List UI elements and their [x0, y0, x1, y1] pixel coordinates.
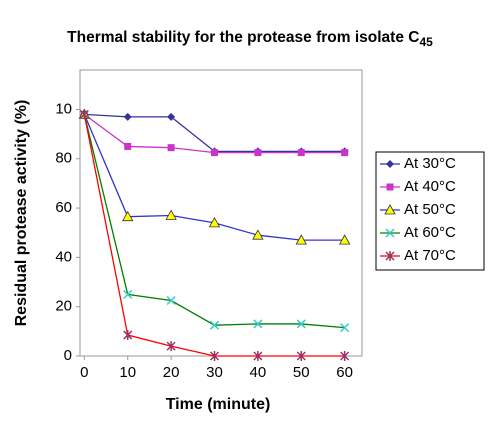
legend-label: At 40°C	[404, 178, 456, 195]
marker	[209, 320, 220, 330]
marker	[209, 351, 220, 361]
legend-label: At 70°C	[404, 247, 456, 264]
marker	[123, 112, 132, 121]
marker	[123, 289, 133, 299]
x-tick-label: 50	[293, 364, 310, 381]
y-tick-label: 40	[55, 248, 72, 265]
legend-box	[375, 151, 485, 271]
series-line	[83, 113, 345, 154]
legend-label: At 30°C	[404, 155, 456, 172]
x-tick-label: 0	[80, 364, 88, 381]
marker	[167, 112, 176, 121]
title-text: Thermal stability for the protease from …	[67, 29, 419, 46]
title-subscript: 45	[419, 35, 433, 49]
y-tick-label: 20	[55, 298, 72, 315]
marker	[123, 330, 133, 341]
marker	[254, 149, 262, 157]
marker	[340, 323, 350, 333]
marker	[295, 234, 307, 245]
legend-marker	[386, 183, 394, 191]
marker	[341, 149, 349, 157]
marker	[166, 341, 176, 352]
y-tick-label: 0	[64, 347, 72, 364]
x-tick-label: 40	[250, 364, 267, 381]
x-tick-label: 10	[119, 364, 136, 381]
marker	[338, 234, 351, 245]
marker	[296, 351, 306, 361]
y-axis-title: Residual protease activity (%)	[13, 100, 30, 327]
legend-marker	[386, 160, 394, 168]
legend-label: At 50°C	[404, 201, 456, 218]
y-tick-label: 60	[55, 199, 72, 216]
marker	[296, 319, 306, 329]
x-tick-label: 30	[206, 364, 223, 381]
legend-marker	[385, 251, 395, 261]
x-tick-label: 60	[336, 364, 353, 381]
plot-frame	[79, 69, 363, 357]
marker	[297, 149, 305, 157]
marker	[253, 351, 263, 361]
marker	[124, 142, 132, 150]
chart-title: Thermal stability for the protease from …	[67, 29, 433, 49]
x-tick-label: 20	[163, 364, 180, 381]
marker	[253, 319, 263, 329]
legend-marker	[385, 228, 395, 238]
series-line	[84, 113, 345, 153]
legend-marker	[384, 204, 396, 215]
y-tick-label: 10	[55, 100, 72, 117]
marker	[252, 229, 264, 240]
marker	[340, 351, 350, 361]
marker	[210, 149, 218, 157]
marker	[167, 144, 175, 152]
y-tick-label: 80	[55, 150, 72, 167]
marker	[208, 217, 221, 228]
marker	[79, 109, 89, 120]
marker	[122, 210, 134, 222]
marker	[166, 295, 176, 306]
legend-label: At 60°C	[404, 224, 456, 241]
marker	[165, 209, 177, 220]
x-axis-title: Time (minute)	[166, 396, 271, 413]
